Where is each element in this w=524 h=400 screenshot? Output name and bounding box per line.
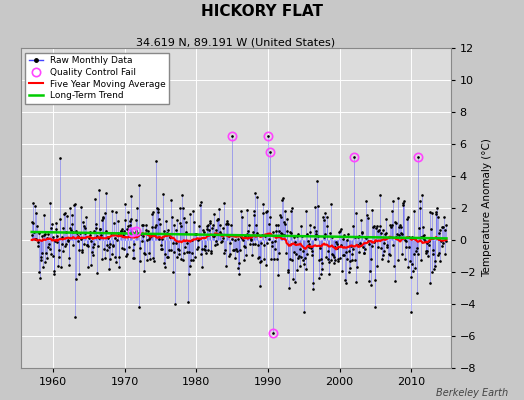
Title: 34.619 N, 89.191 W (United States): 34.619 N, 89.191 W (United States): [136, 37, 335, 47]
Legend: Raw Monthly Data, Quality Control Fail, Five Year Moving Average, Long-Term Tren: Raw Monthly Data, Quality Control Fail, …: [26, 52, 169, 104]
Text: HICKORY FLAT: HICKORY FLAT: [201, 4, 323, 19]
Text: Berkeley Earth: Berkeley Earth: [436, 388, 508, 398]
Y-axis label: Temperature Anomaly (°C): Temperature Anomaly (°C): [482, 138, 492, 278]
